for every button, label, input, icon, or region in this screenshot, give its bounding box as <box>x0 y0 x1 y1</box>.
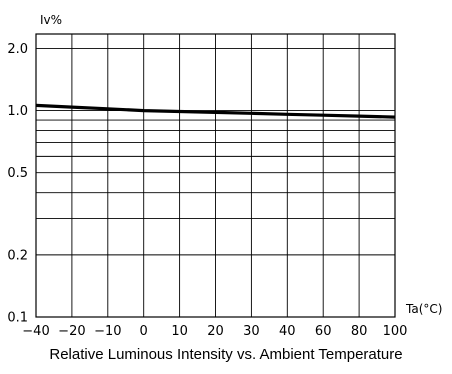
y-axis-label: Iv% <box>40 13 62 27</box>
y-tick-labels: 2.0 1.0 0.5 0.2 0.1 <box>7 42 28 326</box>
series-line <box>35 103 396 119</box>
x-tick-label: 10 <box>171 324 188 339</box>
x-tick-label: 30 <box>243 324 260 339</box>
y-tick-label: 2.0 <box>7 42 28 57</box>
grid <box>36 34 395 317</box>
x-tick-label: 100 <box>383 324 408 339</box>
x-tick-label: −40 <box>22 324 49 339</box>
x-tick-label: 0 <box>140 324 148 339</box>
x-tick-label: −10 <box>94 324 121 339</box>
x-tick-label: 40 <box>279 324 296 339</box>
x-axis-label: Ta(°C) <box>405 302 442 316</box>
x-tick-label: 60 <box>315 324 332 339</box>
series-layer <box>35 103 396 119</box>
y-tick-label: 1.0 <box>7 104 28 119</box>
x-tick-label: 80 <box>351 324 368 339</box>
plot-frame <box>35 33 396 318</box>
chart-title: Relative Luminous Intensity vs. Ambient … <box>49 346 403 363</box>
x-tick-label: 20 <box>207 324 224 339</box>
y-tick-label: 0.1 <box>7 311 28 326</box>
x-tick-label: −20 <box>58 324 85 339</box>
y-tick-label: 0.5 <box>7 166 28 181</box>
y-tick-label: 0.2 <box>7 248 28 263</box>
x-tick-labels: −40 −20 −10 0 10 20 30 40 60 80 100 <box>22 324 407 339</box>
